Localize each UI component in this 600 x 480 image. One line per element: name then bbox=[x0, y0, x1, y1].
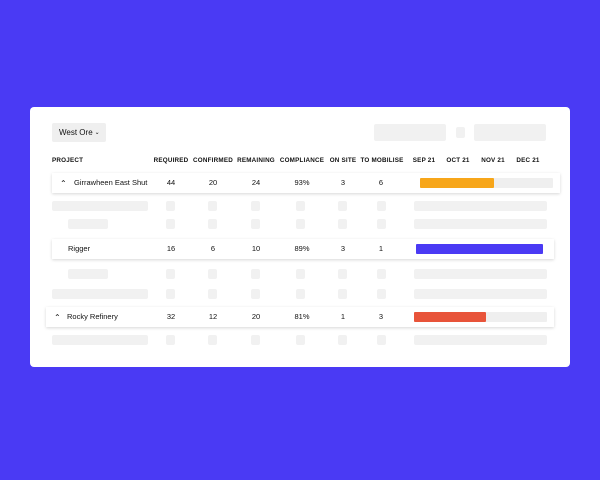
placeholder-bar bbox=[414, 219, 547, 229]
placeholder-bar bbox=[166, 219, 175, 229]
project-table-card: West Ore ⌄ PROJECT REQUIRED CONFIRMED REM… bbox=[30, 107, 570, 367]
region-filter-dropdown[interactable]: West Ore ⌄ bbox=[52, 123, 106, 142]
chevron-down-icon: ⌄ bbox=[94, 130, 100, 136]
placeholder-bar bbox=[251, 335, 260, 345]
compliance-value: 89% bbox=[294, 244, 310, 253]
placeholder-bar bbox=[414, 335, 547, 345]
placeholder-bar bbox=[52, 201, 148, 211]
placeholder-bar bbox=[338, 335, 347, 345]
placeholder-bar bbox=[296, 289, 305, 299]
required-value: 16 bbox=[166, 244, 176, 253]
timeline-track bbox=[420, 178, 553, 188]
remaining-value: 24 bbox=[251, 178, 261, 187]
table-row[interactable]: ⌃ Rocky Refinery 32 12 20 81% 1 3 bbox=[46, 307, 554, 327]
placeholder-bar bbox=[414, 289, 547, 299]
header-to-mobilise: TO MOBILISE bbox=[360, 157, 404, 164]
on-site-value: 3 bbox=[340, 244, 346, 253]
to-mobilise-value: 1 bbox=[378, 244, 384, 253]
placeholder-bar bbox=[208, 335, 217, 345]
placeholder-bar bbox=[208, 289, 217, 299]
placeholder-bar bbox=[377, 201, 386, 211]
chevron-up-icon[interactable]: ⌃ bbox=[54, 313, 61, 322]
placeholder-bar bbox=[377, 269, 386, 279]
header-compliance: COMPLIANCE bbox=[279, 157, 325, 164]
required-value: 32 bbox=[166, 312, 176, 321]
confirmed-value: 20 bbox=[208, 178, 218, 187]
placeholder-bar bbox=[251, 289, 260, 299]
placeholder-bar bbox=[296, 201, 305, 211]
placeholder-bar bbox=[251, 201, 260, 211]
to-mobilise-value: 6 bbox=[378, 178, 384, 187]
placeholder-bar bbox=[166, 289, 175, 299]
placeholder-bar bbox=[338, 201, 347, 211]
placeholder-bar bbox=[338, 269, 347, 279]
placeholder-bar bbox=[296, 269, 305, 279]
placeholder-bar bbox=[414, 201, 547, 211]
placeholder-bar bbox=[208, 201, 217, 211]
placeholder-bar bbox=[377, 219, 386, 229]
placeholder-bar bbox=[166, 201, 175, 211]
header-required: REQUIRED bbox=[153, 157, 189, 164]
placeholder-bar bbox=[52, 289, 148, 299]
required-value: 44 bbox=[166, 178, 176, 187]
header-on-site: ON SITE bbox=[329, 157, 357, 164]
placeholder-bar bbox=[377, 289, 386, 299]
placeholder-bar bbox=[68, 269, 108, 279]
placeholder-bar bbox=[338, 289, 347, 299]
confirmed-value: 6 bbox=[210, 244, 216, 253]
table-row[interactable]: Rigger 16 6 10 89% 3 1 bbox=[52, 239, 554, 259]
header-timeline-month: OCT 21 bbox=[446, 157, 470, 164]
header-remaining: REMAINING bbox=[237, 157, 275, 164]
timeline-bar[interactable] bbox=[414, 312, 486, 322]
on-site-value: 1 bbox=[340, 312, 346, 321]
placeholder-bar bbox=[52, 335, 148, 345]
compliance-value: 93% bbox=[294, 178, 310, 187]
placeholder-control bbox=[374, 124, 446, 141]
placeholder-bar bbox=[166, 335, 175, 345]
on-site-value: 3 bbox=[340, 178, 346, 187]
remaining-value: 20 bbox=[251, 312, 261, 321]
header-timeline-month: NOV 21 bbox=[481, 157, 505, 164]
table-row[interactable]: ⌃ Girrawheen East Shut 44 20 24 93% 3 6 bbox=[52, 173, 560, 193]
placeholder-bar bbox=[166, 269, 175, 279]
placeholder-bar bbox=[296, 335, 305, 345]
timeline-bar[interactable] bbox=[420, 178, 495, 188]
placeholder-bar bbox=[338, 219, 347, 229]
header-timeline-month: SEP 21 bbox=[412, 157, 436, 164]
remaining-value: 10 bbox=[251, 244, 261, 253]
placeholder-bar bbox=[251, 269, 260, 279]
project-name: Girrawheen East Shut bbox=[74, 178, 148, 187]
placeholder-bar bbox=[414, 269, 547, 279]
placeholder-control bbox=[474, 124, 546, 141]
compliance-value: 81% bbox=[294, 312, 310, 321]
header-confirmed: CONFIRMED bbox=[193, 157, 233, 164]
chevron-up-icon[interactable]: ⌃ bbox=[60, 179, 67, 188]
placeholder-control bbox=[456, 127, 465, 138]
placeholder-bar bbox=[68, 219, 108, 229]
region-filter-label: West Ore bbox=[59, 128, 93, 137]
role-name: Rigger bbox=[68, 244, 91, 253]
placeholder-bar bbox=[296, 219, 305, 229]
header-timeline-month: DEC 21 bbox=[516, 157, 540, 164]
timeline-track bbox=[414, 312, 547, 322]
placeholder-bar bbox=[208, 219, 217, 229]
placeholder-bar bbox=[251, 219, 260, 229]
to-mobilise-value: 3 bbox=[378, 312, 384, 321]
timeline-track bbox=[416, 244, 543, 254]
placeholder-bar bbox=[208, 269, 217, 279]
header-project: PROJECT bbox=[52, 157, 84, 164]
confirmed-value: 12 bbox=[208, 312, 218, 321]
timeline-bar[interactable] bbox=[416, 244, 543, 254]
project-name: Rocky Refinery bbox=[67, 312, 118, 321]
placeholder-bar bbox=[377, 335, 386, 345]
